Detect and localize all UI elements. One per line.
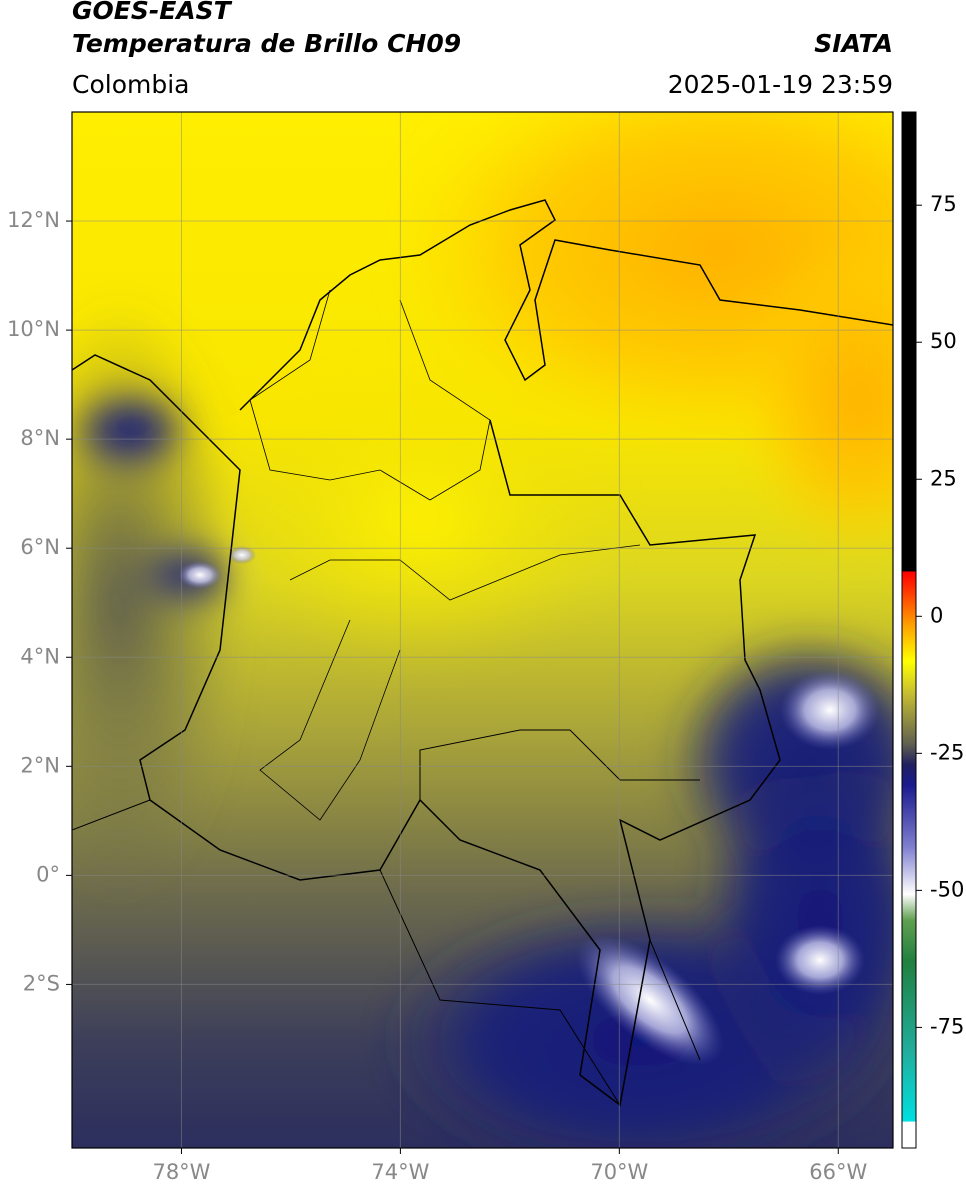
y-tick-label: 6°N: [20, 535, 60, 559]
map-image: [72, 112, 893, 1148]
title: GOES-EAST: [72, 0, 233, 25]
y-tick-label: 12°N: [7, 208, 60, 232]
y-tick-label: 8°N: [20, 426, 60, 450]
datetime: 2025-01-19 23:59: [668, 70, 893, 99]
y-tick-label: 4°N: [20, 644, 60, 668]
colorbar-tick-label: 0: [930, 603, 943, 627]
colorbar: [901, 111, 917, 1149]
y-tick-label: 2°S: [23, 971, 60, 995]
x-tick-label: 78°W: [152, 1160, 210, 1184]
colorbar-tick-label: -75: [930, 1014, 964, 1038]
y-tick-label: 2°N: [20, 753, 60, 777]
region: Colombia: [72, 70, 189, 99]
y-tick-label: 0°: [36, 862, 60, 886]
colorbar-tick-label: -50: [930, 877, 964, 901]
map-frame: [71, 111, 894, 1149]
x-tick-label: 66°W: [809, 1160, 867, 1184]
x-tick-label: 70°W: [590, 1160, 648, 1184]
org: SIATA: [814, 29, 893, 58]
subtitle: Temperatura de Brillo CH09: [72, 29, 461, 58]
y-tick-label: 10°N: [7, 317, 60, 341]
colorbar-tick-label: 50: [930, 329, 957, 353]
colorbar-tick-label: 75: [930, 192, 957, 216]
colorbar-tick-label: -25: [930, 740, 964, 764]
x-tick-label: 74°W: [371, 1160, 429, 1184]
colorbar-tick-label: 25: [930, 466, 957, 490]
